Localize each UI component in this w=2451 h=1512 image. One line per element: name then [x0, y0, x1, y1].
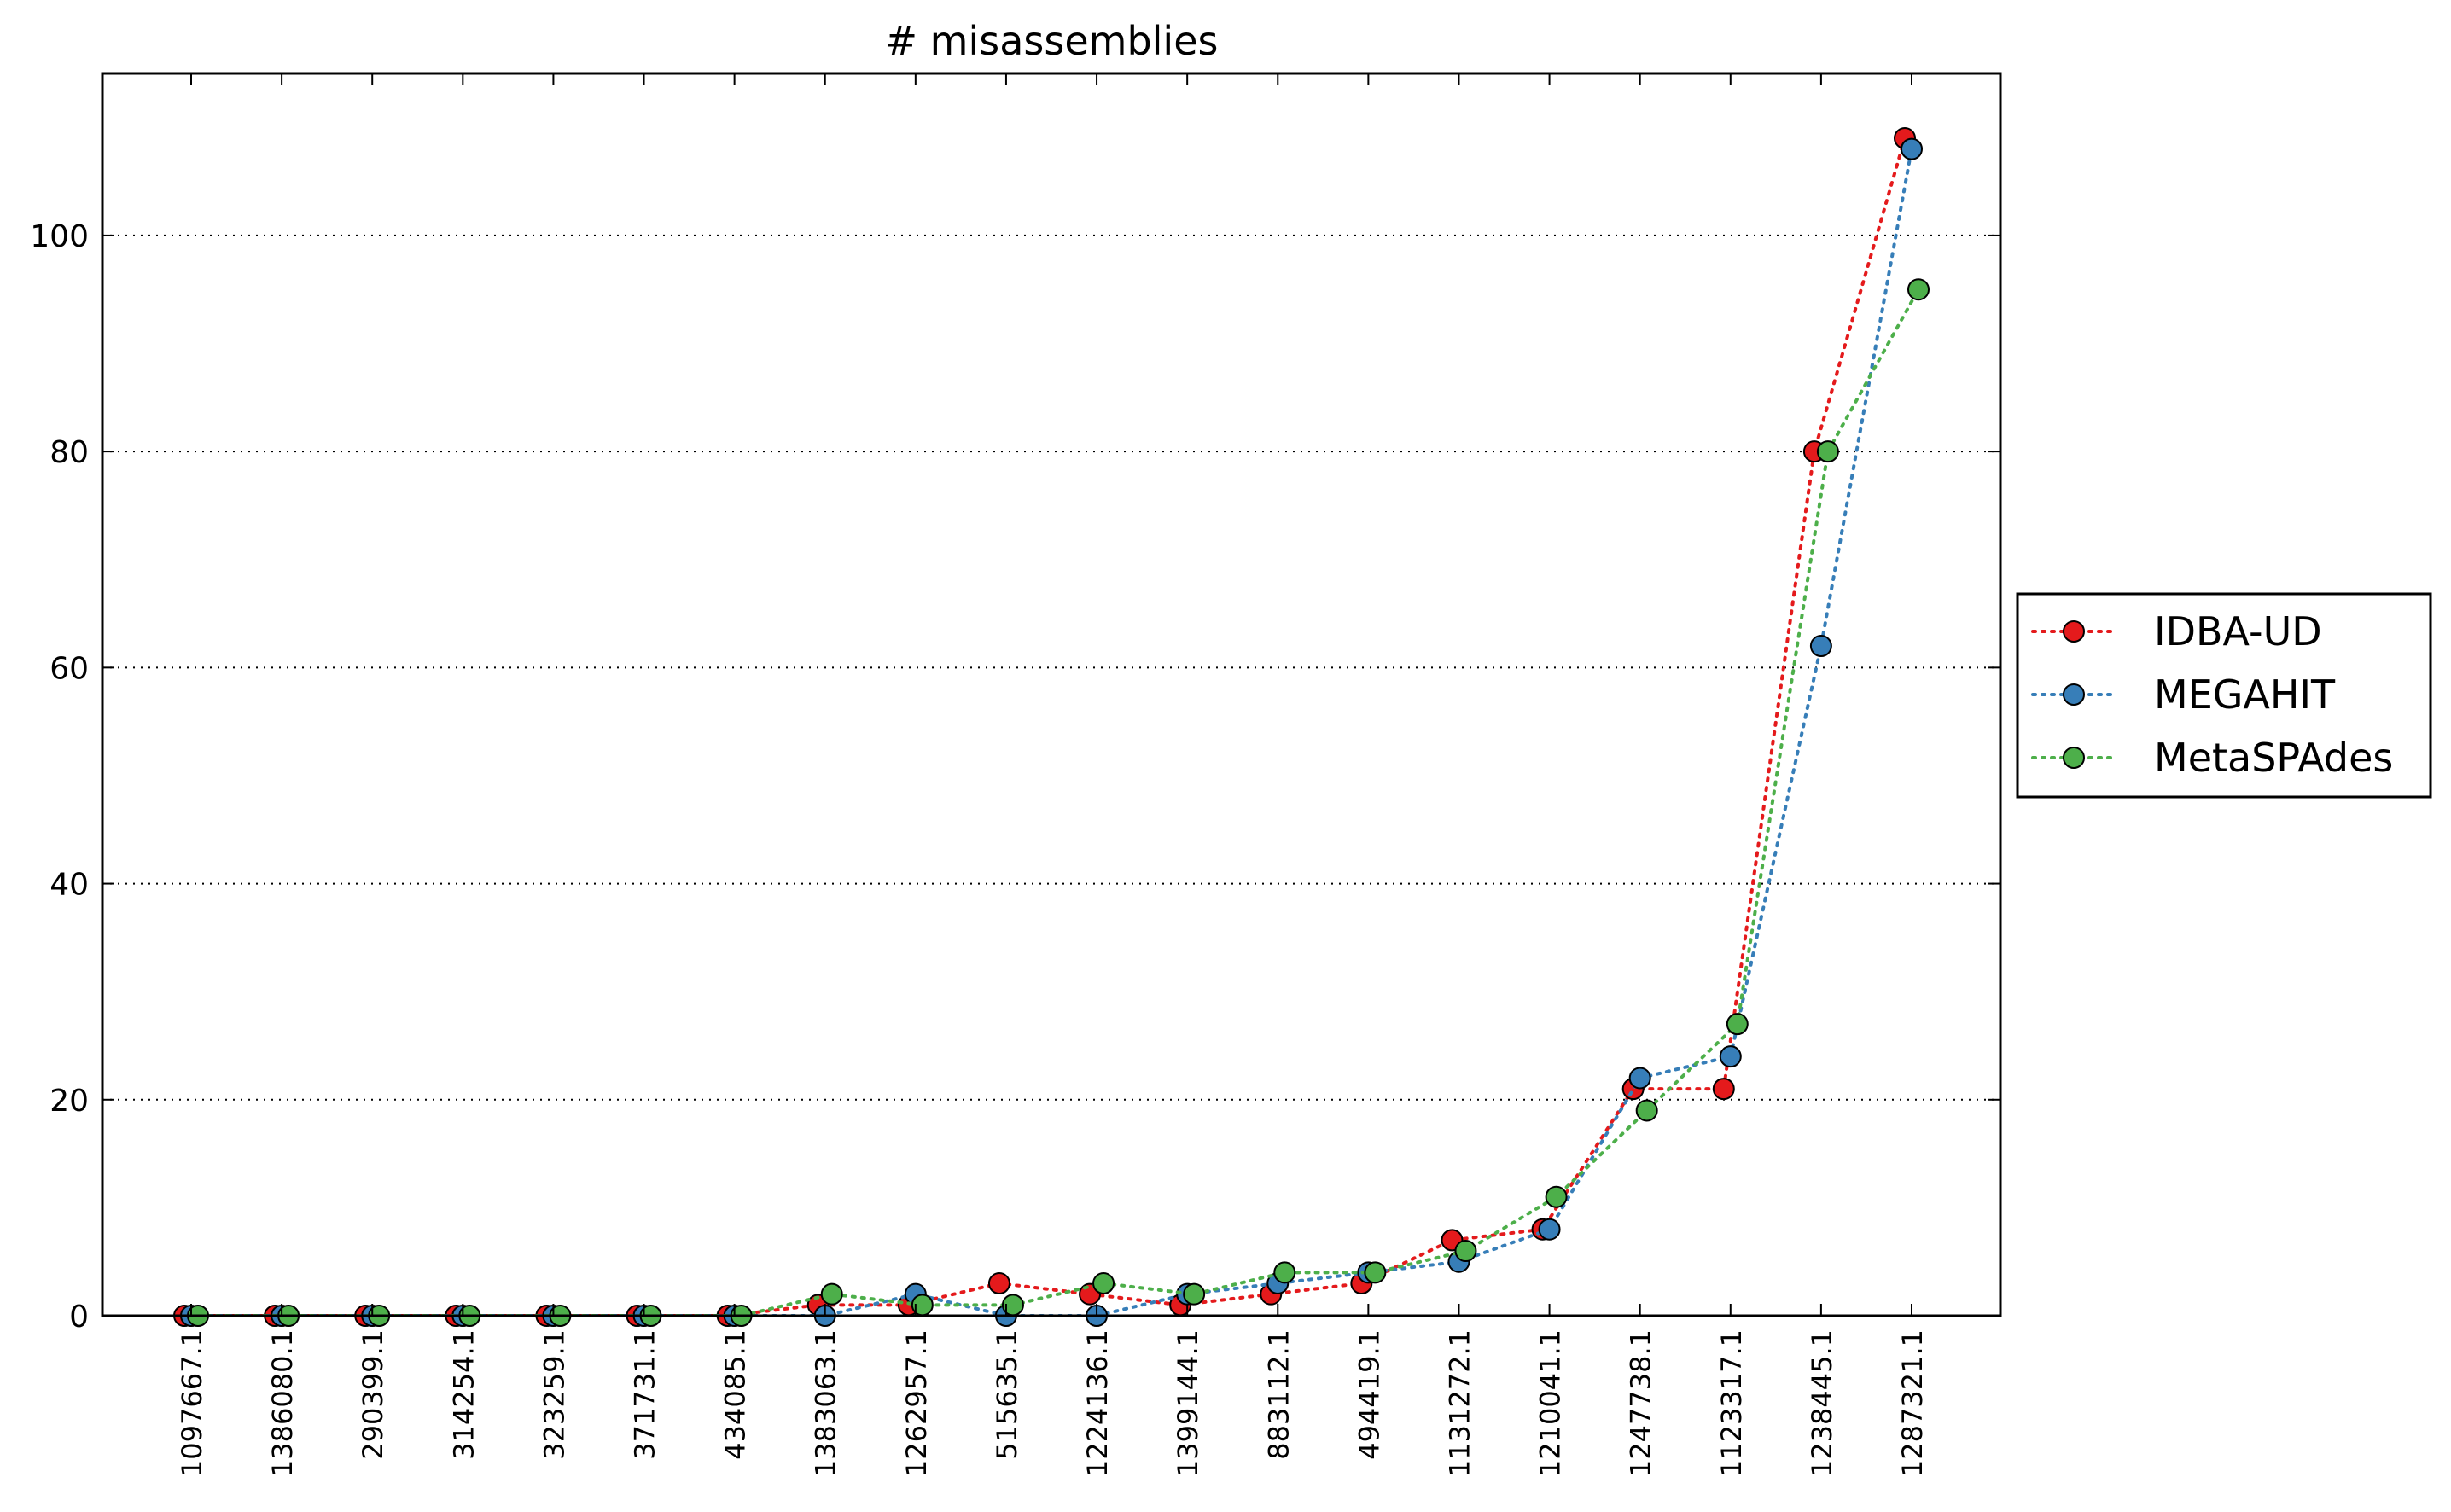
- x-tick-label: 434085.1: [719, 1329, 752, 1460]
- data-point: [1816, 440, 1839, 463]
- x-tick-label: 1224136.1: [1081, 1329, 1114, 1477]
- data-point: [1545, 1185, 1568, 1208]
- x-tick-label: 1097667.1: [176, 1329, 208, 1477]
- legend-label: MetaSPAdes: [2154, 735, 2393, 781]
- x-tick-label: 290399.1: [357, 1329, 389, 1460]
- y-tick-label: 100: [30, 219, 89, 254]
- series-metaspades: [187, 278, 1930, 1327]
- data-point: [1907, 278, 1930, 301]
- x-tick-label: 1262957.1: [900, 1329, 933, 1477]
- data-point: [1712, 1078, 1735, 1101]
- y-tick-label: 40: [49, 868, 89, 903]
- x-tick-label: 314254.1: [447, 1329, 480, 1460]
- x-tick-label: 515635.1: [991, 1329, 1023, 1460]
- data-point: [1809, 635, 1832, 658]
- data-point: [1628, 1067, 1651, 1090]
- legend-marker: [2063, 747, 2085, 769]
- data-point: [1538, 1218, 1561, 1241]
- x-tick-label: 1383063.1: [810, 1329, 842, 1477]
- x-tick-label: 1399144.1: [1172, 1329, 1204, 1477]
- axis-layer: 0 20 40 60 80 100 1097667.1 1386080.1 290399.1 31…: [30, 73, 2000, 1477]
- data-point: [987, 1272, 1010, 1295]
- data-point: [820, 1282, 843, 1306]
- data-point: [1726, 1013, 1749, 1036]
- series-idba-ud: [173, 126, 1916, 1327]
- data-point: [1364, 1261, 1387, 1284]
- x-tick-label: 1247738.1: [1625, 1329, 1657, 1477]
- grid-layer: [102, 234, 2000, 1101]
- x-tick-label: 1386080.1: [266, 1329, 299, 1477]
- y-tick-label: 20: [49, 1084, 89, 1119]
- data-point: [1901, 137, 1923, 160]
- data-point: [1454, 1240, 1477, 1263]
- data-point: [1092, 1272, 1115, 1295]
- x-tick-label: 371731.1: [629, 1329, 661, 1460]
- x-tick-label: 494419.1: [1353, 1329, 1385, 1460]
- y-tick-label: 60: [49, 651, 89, 686]
- series-line: [189, 147, 1913, 1317]
- x-tick-label: 1210041.1: [1534, 1329, 1567, 1477]
- legend-marker: [2063, 683, 2085, 706]
- legend-label: MEGAHIT: [2154, 672, 2336, 718]
- series-layer: [173, 126, 1930, 1327]
- series-line: [196, 288, 1920, 1317]
- y-tick-label: 0: [69, 1300, 89, 1335]
- chart-title: # misassemblies: [885, 18, 1219, 64]
- data-point: [1719, 1045, 1742, 1068]
- series-line: [183, 136, 1907, 1317]
- data-point: [1635, 1099, 1658, 1122]
- x-tick-label: 1123317.1: [1715, 1329, 1748, 1477]
- legend: IDBA-UD MEGAHIT MetaSPAdes: [2016, 592, 2432, 799]
- x-tick-label: 1238445.1: [1806, 1329, 1838, 1477]
- legend-marker: [2063, 620, 2085, 643]
- plot-frame: [101, 72, 2002, 1317]
- x-tick-label: 1131272.1: [1443, 1329, 1476, 1477]
- x-tick-label: 883112.1: [1262, 1329, 1295, 1460]
- data-point: [1273, 1261, 1296, 1284]
- y-tick-label: 80: [49, 435, 89, 470]
- legend-label: IDBA-UD: [2154, 608, 2322, 654]
- data-point: [1183, 1282, 1206, 1306]
- x-tick-label: 1287321.1: [1896, 1329, 1929, 1477]
- legend-box: [2016, 592, 2432, 799]
- x-tick-label: 323259.1: [538, 1329, 570, 1460]
- series-megahit: [180, 137, 1923, 1327]
